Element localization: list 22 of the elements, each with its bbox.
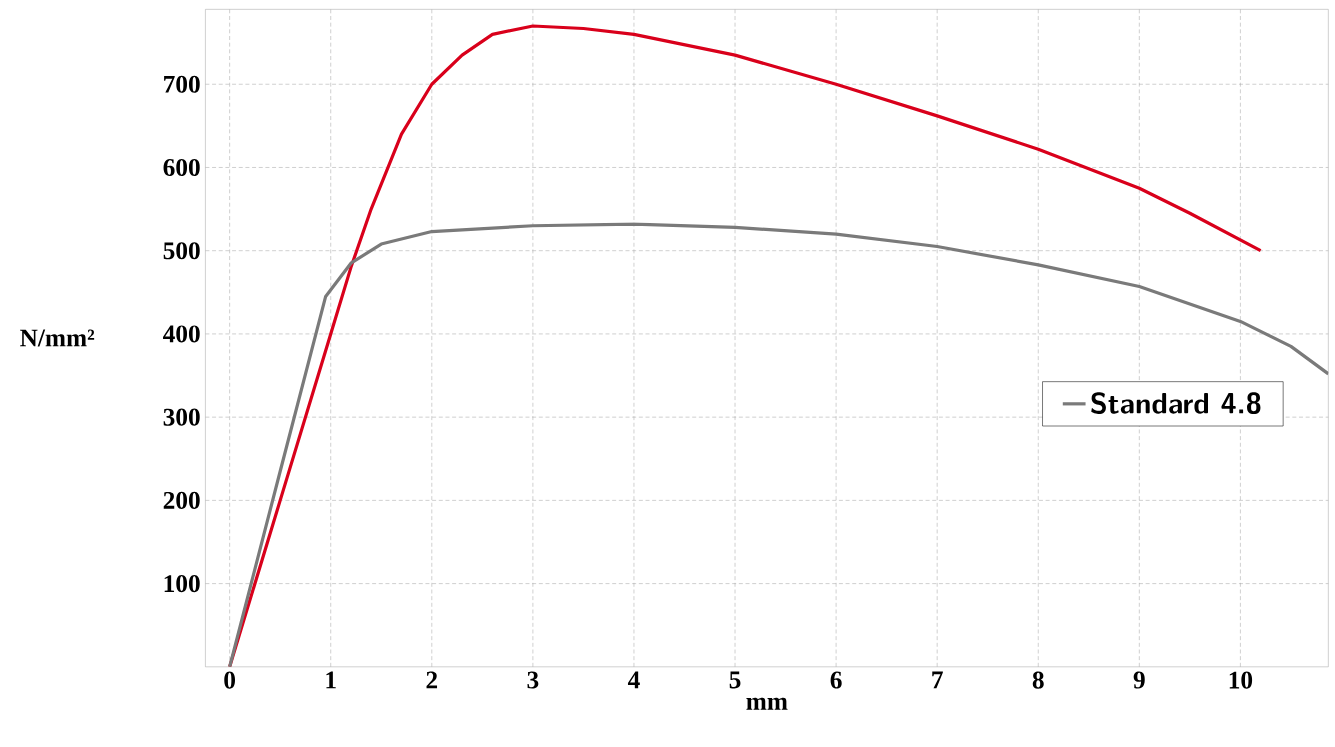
x-tick-label: 0 — [224, 671, 236, 689]
y-tick-label: 100 — [164, 575, 200, 593]
x-tick-label: 7 — [932, 671, 943, 689]
y-tick-label: 700 — [164, 75, 200, 93]
x-tick-label: 2 — [426, 671, 438, 689]
x-tick-label: 10 — [1229, 671, 1253, 689]
y-tick-label: 300 — [163, 408, 200, 426]
x-tick-label: 8 — [1032, 671, 1044, 689]
x-tick-label: 1 — [326, 671, 336, 689]
y-tick-label: 200 — [163, 491, 200, 510]
line-series — [228, 222, 1329, 667]
x-axis-title: mm — [746, 697, 788, 710]
y-tick-label: 500 — [163, 242, 200, 260]
x-tick-label: 6 — [830, 671, 842, 689]
x-tick-label: 9 — [1133, 671, 1145, 689]
legend-label: Standard 4.8 — [1091, 392, 1261, 415]
x-tick-label: 3 — [527, 671, 539, 689]
y-axis-title: N/mm² — [20, 329, 95, 347]
x-tick-label: 5 — [729, 671, 741, 689]
y-tick-label: 400 — [163, 325, 200, 343]
x-tick-label: 4 — [627, 671, 640, 689]
y-tick-label: 600 — [163, 159, 200, 177]
